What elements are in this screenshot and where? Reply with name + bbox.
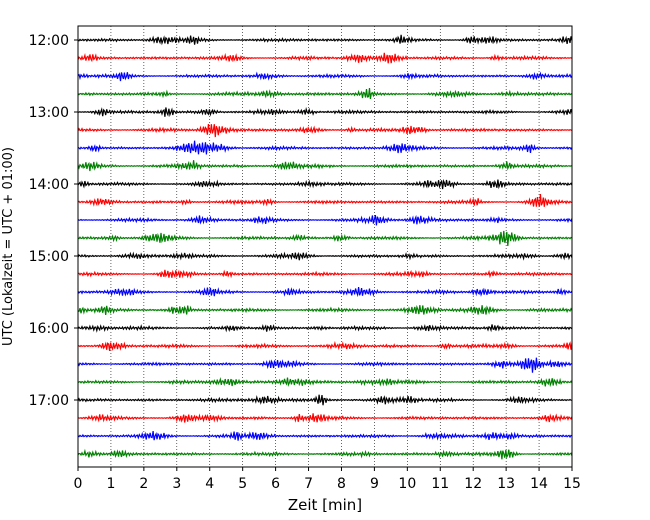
trace-11: [77, 214, 573, 226]
x-tick-label-3: 3: [172, 476, 181, 492]
trace-3: [77, 71, 573, 82]
trace-13: [77, 251, 573, 261]
x-tick-label-13: 13: [497, 476, 515, 492]
trace-1: [77, 34, 573, 46]
traces: [77, 34, 573, 460]
trace-10: [77, 194, 573, 207]
y-tick-label-5: 17:00: [29, 393, 69, 409]
y-tick-label-0: 12:00: [29, 33, 69, 49]
x-tick-label-10: 10: [398, 476, 416, 492]
y-tick-label-4: 16:00: [29, 321, 69, 337]
x-tick-label-0: 0: [74, 476, 83, 492]
x-tick-label-6: 6: [271, 476, 280, 492]
trace-9: [77, 178, 573, 190]
x-tick-label-14: 14: [530, 476, 548, 492]
x-tick-label-12: 12: [464, 476, 482, 492]
x-tick-label-2: 2: [139, 476, 148, 492]
plot-frame: [77, 25, 573, 468]
trace-7: [77, 140, 573, 155]
y-tick-label-2: 14:00: [29, 177, 69, 193]
x-tick-label-1: 1: [106, 476, 115, 492]
trace-21: [77, 394, 573, 406]
x-tick-label-4: 4: [205, 476, 214, 492]
x-tick-label-11: 11: [431, 476, 449, 492]
x-tick-label-7: 7: [304, 476, 313, 492]
trace-22: [77, 413, 573, 423]
trace-14: [77, 269, 573, 279]
trace-19: [77, 357, 573, 373]
x-tick-label-9: 9: [370, 476, 379, 492]
y-axis: 12:00 13:00 14:00 15:00 16:00 17:00: [29, 33, 78, 409]
y-axis-label: UTC (Lokalzeit = UTC + 01:00): [1, 147, 16, 346]
trace-4: [77, 88, 573, 99]
x-tick-label-8: 8: [337, 476, 346, 492]
y-tick-label-1: 13:00: [29, 105, 69, 121]
trace-8: [77, 160, 573, 172]
y-tick-label-3: 15:00: [29, 249, 69, 265]
trace-16: [77, 304, 573, 316]
trace-24: [77, 448, 573, 460]
trace-15: [77, 287, 573, 298]
trace-12: [77, 230, 573, 247]
x-tick-label-15: 15: [563, 476, 581, 492]
x-tick-label-5: 5: [238, 476, 247, 492]
trace-17: [77, 324, 573, 333]
trace-18: [77, 340, 573, 352]
x-axis: 0 1 2 3 4 5 6 7 8 9 10 11 12 13 14 15: [74, 467, 581, 492]
x-axis-label: Zeit [min]: [288, 496, 362, 514]
trace-6: [77, 123, 573, 138]
trace-20: [77, 377, 573, 388]
trace-23: [77, 431, 573, 441]
trace-5: [77, 106, 573, 117]
trace-2: [77, 52, 573, 64]
